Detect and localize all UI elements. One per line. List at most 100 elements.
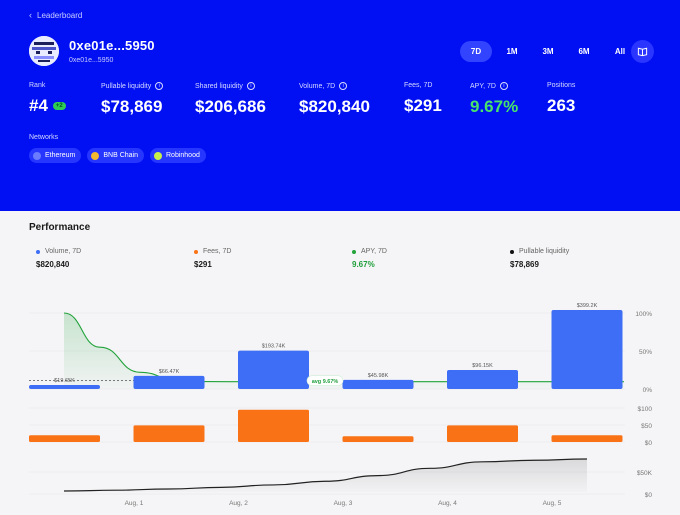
network-chip-ethereum[interactable]: Ethereum (29, 148, 82, 163)
rank-change-badge: +2 (52, 102, 66, 110)
info-icon[interactable]: i (246, 82, 255, 90)
period-7d[interactable]: 7D (460, 41, 492, 62)
stat-shared-liquidity: Shared liquidity i $206,686 (195, 82, 266, 117)
stat-value: 9.67% (470, 97, 519, 116)
network-name: Ethereum (45, 152, 76, 159)
apy-line (63, 312, 624, 383)
volume-bar (238, 350, 309, 389)
volume-bar-label: $96.15K (472, 363, 493, 369)
legend-label: APY, 7D (361, 248, 387, 255)
stat-label: APY, 7D (470, 82, 496, 90)
legend-dot (510, 249, 514, 254)
x-axis-tick: Aug, 4 (438, 500, 457, 507)
period-all[interactable]: All (614, 47, 626, 56)
info-icon[interactable]: i (499, 82, 508, 90)
stat-value: 263 (547, 96, 576, 115)
pullable-axis-tick: $0 (645, 492, 653, 499)
fees-axis-tick: $0 (645, 440, 653, 447)
performance-title: Performance (29, 222, 91, 233)
back-label: Leaderboard (37, 10, 83, 20)
apy-axis-tick: 0% (643, 387, 653, 394)
stat-value: $78,869 (101, 97, 163, 116)
book-button[interactable] (631, 40, 654, 63)
volume-bar (29, 385, 100, 389)
x-axis-tick: Aug, 1 (125, 500, 144, 507)
stat-label: Shared liquidity (195, 82, 243, 90)
fees-bar (238, 409, 309, 442)
legend-apy: APY, 7D 9.67% (352, 248, 387, 269)
volume-bar-label: $193.74K (262, 344, 286, 350)
legend-value: $78,869 (510, 260, 539, 269)
volume-bar-label: $399.2K (577, 303, 598, 309)
volume-bar-label: $66.47K (159, 369, 180, 375)
stat-value: $206,686 (195, 97, 266, 116)
legend-value: $291 (194, 260, 212, 269)
stat-value: $291 (404, 96, 442, 115)
pullable-axis-tick: $50K (637, 470, 653, 477)
fees-bar (133, 425, 205, 442)
legend-dot (36, 249, 40, 254)
stat-label: Pullable liquidity (101, 82, 152, 90)
robinhood-icon (154, 151, 162, 160)
apy-area (64, 313, 624, 389)
apy-axis-tick: 50% (639, 349, 652, 356)
legend-label: Fees, 7D (203, 248, 232, 255)
period-1m[interactable]: 1M (506, 47, 518, 56)
network-name: Robinhood (166, 152, 200, 159)
legend-volume: Volume, 7D $820,840 (36, 248, 81, 269)
stat-label: Positions (547, 82, 576, 89)
legend-fees: Fees, 7D $291 (194, 248, 231, 269)
volume-bar (447, 369, 518, 389)
pullable-area (64, 459, 587, 492)
volume-bar-label: $19.65K (54, 378, 75, 384)
fees-bar (342, 436, 414, 442)
pullable-line (63, 458, 588, 492)
stat-label: Rank (29, 82, 46, 89)
volume-bar (551, 310, 623, 389)
volume-bar (342, 379, 414, 389)
apy-average-label: avg 9.67% (312, 379, 339, 385)
bnb-icon (91, 151, 100, 160)
legend-pullable: Pullable liquidity $78,869 (510, 248, 569, 269)
stat-value: $820,840 (299, 97, 370, 116)
volume-bar (133, 375, 205, 389)
network-name: BNB Chain (103, 152, 138, 159)
fees-axis-tick: $50 (641, 423, 652, 430)
back-link[interactable]: ‹ Leaderboard (29, 10, 82, 20)
legend-label: Pullable liquidity (519, 248, 570, 255)
legend-label: Volume, 7D (45, 248, 82, 255)
period-selector: 7D 1M 3M 6M All (460, 41, 636, 62)
apy-axis-tick: 100% (635, 311, 652, 318)
period-6m[interactable]: 6M (578, 47, 590, 56)
network-chip-robinhood[interactable]: Robinhood (150, 148, 206, 163)
apy-average-badge (306, 375, 344, 386)
stat-positions: Positions 263 (547, 82, 575, 116)
rank-value: #4 (29, 96, 48, 115)
network-list: Ethereum BNB Chain Robinhood (29, 148, 206, 163)
legend-dot (352, 249, 356, 254)
period-3m[interactable]: 3M (542, 47, 554, 56)
stat-volume: Volume, 7D i $820,840 (299, 82, 370, 117)
avatar (29, 36, 59, 66)
info-icon[interactable]: i (155, 82, 164, 90)
stat-fees: Fees, 7D $291 (404, 82, 442, 116)
ethereum-icon (33, 151, 41, 160)
wallet-address-sub[interactable]: 0xe01e...5950 (69, 57, 114, 64)
fees-bar (447, 425, 518, 442)
stat-pullable-liquidity: Pullable liquidity i $78,869 (101, 82, 164, 117)
network-chip-bnb[interactable]: BNB Chain (87, 148, 144, 163)
legend-value: 9.67% (352, 260, 375, 269)
fees-bar (551, 435, 623, 442)
networks-label: Networks (29, 134, 59, 141)
wallet-header: ‹ Leaderboard 0xe01e...5950 0xe01e...595… (0, 0, 680, 211)
stat-rank: Rank #4 +2 (29, 82, 66, 116)
x-axis-tick: Aug, 5 (543, 500, 562, 507)
fees-bar (29, 435, 100, 442)
wallet-address: 0xe01e...5950 (69, 38, 155, 53)
book-icon (637, 47, 648, 57)
info-icon[interactable]: i (339, 82, 348, 90)
legend-dot (194, 249, 198, 254)
chevron-left-icon: ‹ (29, 10, 32, 20)
stat-label: Fees, 7D (404, 82, 433, 89)
stat-apy: APY, 7D i 9.67% (470, 82, 518, 117)
